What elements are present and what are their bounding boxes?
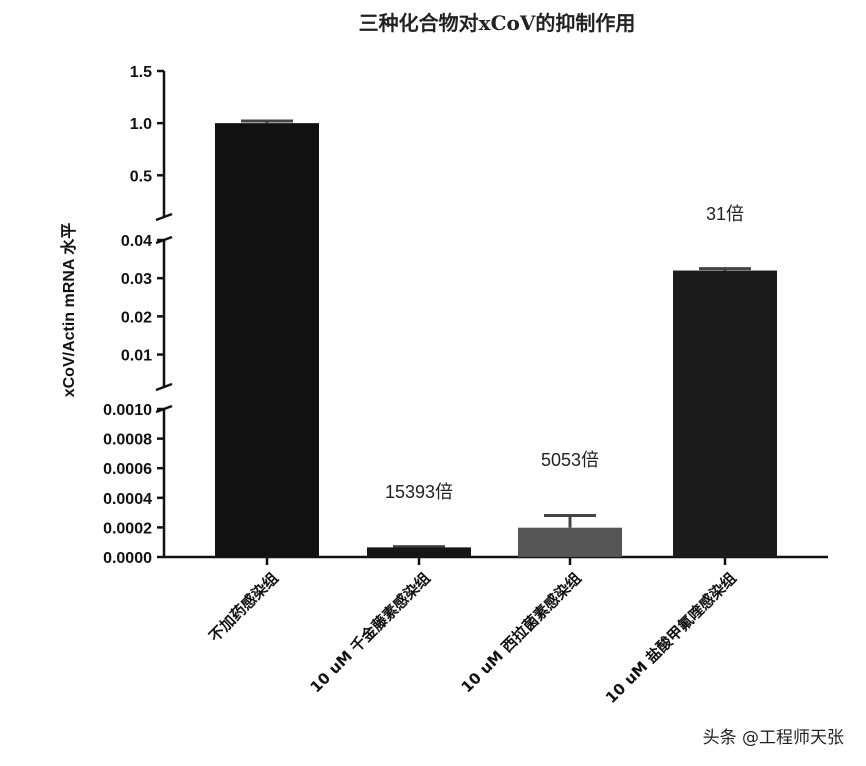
fold-annotation: 31倍: [706, 204, 744, 224]
y-tick-label: 1.0: [130, 116, 152, 133]
y-tick-label: 0.0004: [103, 491, 152, 508]
y-tick-label: 0.03: [121, 271, 152, 288]
category-label: 10 uM 千金藤素感染组: [307, 569, 434, 696]
category-label: 不加药感染组: [205, 569, 281, 645]
watermark: 头条 @工程师天张: [703, 728, 844, 748]
axis-break-mark: [155, 212, 173, 222]
bars: 15393倍 5053倍 31倍: [215, 119, 777, 558]
y-tick-label: 0.0006: [103, 461, 152, 478]
y-tick-label: 0.01: [121, 348, 152, 365]
y-tick-label: 0.0002: [103, 520, 152, 537]
y-tick-label: 0.04: [121, 233, 152, 250]
fold-annotation: 5053倍: [541, 450, 599, 470]
y-axis: 0.0000 0.0002 0.0004 0.0006 0.0008 0.0010 0.01…: [103, 64, 828, 567]
category-label: 10 uM 西拉菌素感染组: [458, 569, 585, 696]
fold-annotation: 15393倍: [385, 482, 453, 502]
bar-3: [518, 527, 622, 557]
y-tick-label: 0.0010: [103, 402, 152, 419]
y-tick-label: 0.0008: [103, 432, 152, 449]
y-tick-label: 0.0000: [103, 550, 152, 567]
category-labels: 不加药感染组 10 uM 千金藤素感染组 10 uM 西拉菌素感染组 10 uM 盐酸…: [205, 569, 739, 707]
category-label: 10 uM 盐酸甲氟喹感染组: [602, 569, 740, 707]
bar-2: [367, 547, 471, 557]
axis-break-mark: [155, 382, 173, 392]
bar-1: [215, 123, 319, 558]
y-tick-label: 0.5: [130, 168, 152, 185]
y-tick-label: 0.02: [121, 309, 152, 326]
y-axis-label: xCoV/Actin mRNA 水平: [59, 223, 78, 398]
bar-4: [673, 270, 777, 557]
y-tick-label: 1.5: [130, 64, 152, 81]
chart-title: 三种化合物对xCoV的抑制作用: [359, 11, 636, 35]
